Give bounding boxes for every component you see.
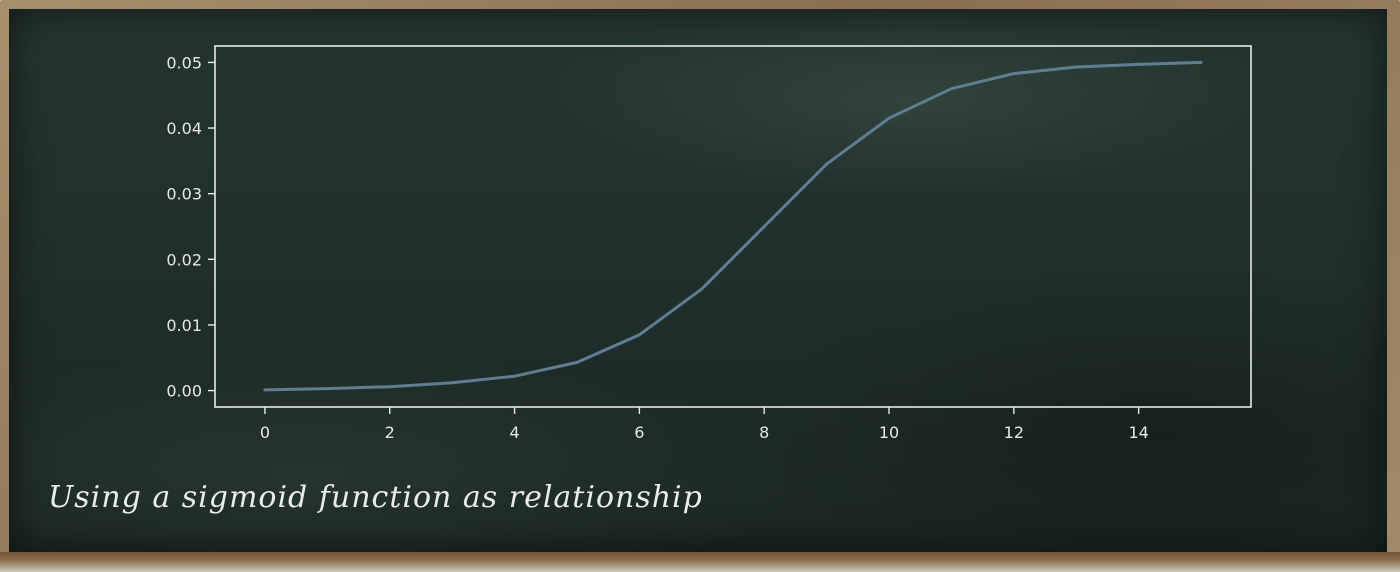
y-tick-label: 0.01 (166, 316, 202, 335)
y-tick-label: 0.05 (166, 53, 202, 72)
y-tick-label: 0.04 (166, 119, 202, 138)
y-axis-ticks: 0.00 0.01 0.02 0.03 0.04 0.05 (166, 53, 215, 401)
x-tick-label: 14 (1128, 423, 1148, 442)
x-tick-label: 4 (509, 423, 519, 442)
x-tick-label: 8 (759, 423, 769, 442)
x-tick-label: 2 (385, 423, 395, 442)
x-tick-label: 0 (260, 423, 270, 442)
x-tick-label: 12 (1004, 423, 1024, 442)
x-tick-label: 6 (634, 423, 644, 442)
chalk-ledge (0, 552, 1400, 572)
y-tick-label: 0.03 (166, 185, 202, 204)
sigmoid-series-line (263, 60, 1203, 392)
x-axis-ticks: 0 2 4 6 8 10 12 14 (260, 407, 1149, 442)
y-tick-label: 0.02 (166, 250, 202, 269)
y-tick-label: 0.00 (166, 382, 202, 401)
x-tick-label: 10 (879, 423, 899, 442)
plot-area-frame (214, 45, 1252, 408)
chalkboard (9, 9, 1387, 552)
chalk-caption: Using a sigmoid function as relationship (48, 480, 703, 515)
